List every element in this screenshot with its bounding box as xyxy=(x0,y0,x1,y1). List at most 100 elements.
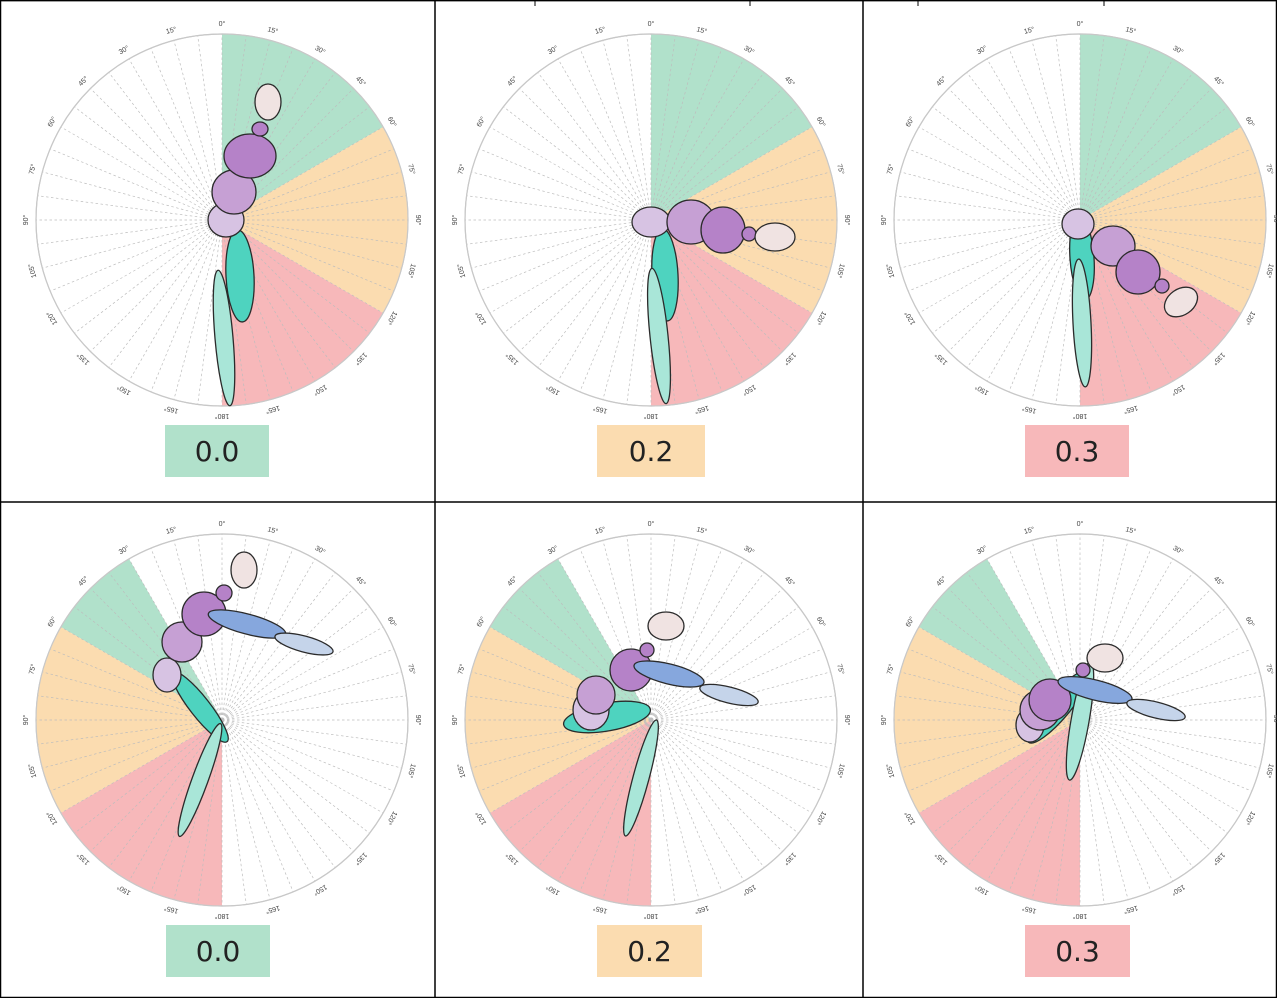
angle-gridline xyxy=(90,719,223,852)
range-sector-green xyxy=(651,34,813,220)
angle-label: 105° xyxy=(835,263,847,279)
angle-gridline xyxy=(197,219,223,405)
angle-label: 60° xyxy=(475,615,487,628)
angle-label: 75° xyxy=(835,663,846,675)
angle-label: 30° xyxy=(1171,544,1184,556)
angle-label: 105° xyxy=(456,763,468,779)
angle-label: 105° xyxy=(1264,763,1276,779)
angle-label: 150° xyxy=(544,383,561,397)
body-shank xyxy=(1071,258,1093,388)
angle-gridline xyxy=(650,58,745,221)
angle-gridline xyxy=(1079,58,1174,221)
angle-gridline xyxy=(650,719,813,814)
angle-gridline xyxy=(1079,48,1152,221)
angle-label: 90° xyxy=(1272,215,1277,226)
angle-gridline xyxy=(50,219,223,292)
angle-gridline xyxy=(1079,719,1265,745)
angle-gridline xyxy=(503,219,652,334)
body-shank xyxy=(646,267,672,405)
angle-gridline xyxy=(221,626,384,721)
angle-gridline xyxy=(908,219,1081,292)
angle-gridline xyxy=(650,719,745,882)
angle-label: 45° xyxy=(935,75,948,88)
angle-gridline xyxy=(650,588,783,721)
angle-gridline xyxy=(221,719,370,834)
angle-label: 45° xyxy=(935,575,948,588)
angle-diagram: 0° 15° 30° 45° 60° 75° 90° 105° 120° 135° 150° 165°… xyxy=(22,520,422,920)
body-head xyxy=(1086,643,1124,673)
angle-label: 30° xyxy=(313,44,326,56)
angle-gridline xyxy=(221,695,407,721)
angle-label: 105° xyxy=(885,763,897,779)
angle-label: 30° xyxy=(546,44,559,56)
angle-label: 120° xyxy=(1243,810,1257,827)
angle-label: 15° xyxy=(594,25,606,36)
angle-gridline xyxy=(150,219,223,392)
angle-gridline xyxy=(221,148,394,221)
angle-gridline xyxy=(221,219,247,405)
angle-label: 15° xyxy=(696,25,708,36)
angle-gridline xyxy=(537,72,652,221)
angle-gridline xyxy=(489,719,652,814)
angle-label: 165° xyxy=(163,404,179,416)
body-pelvis xyxy=(152,657,182,693)
angle-gridline xyxy=(221,588,354,721)
angle-diagram: 0° 15° 30° 45° 60° 75° 90° 105° 120° 135° 150° 165°… xyxy=(880,20,1277,420)
angle-label: 30° xyxy=(313,544,326,556)
angle-label: 105° xyxy=(27,263,39,279)
angle-label: 105° xyxy=(1264,263,1276,279)
angle-label: 45° xyxy=(354,75,367,88)
angle-label: 45° xyxy=(77,575,90,588)
angle-gridline xyxy=(221,535,247,721)
angle-gridline xyxy=(503,106,652,221)
angle-gridline xyxy=(932,719,1081,834)
angle-gridline xyxy=(90,219,223,352)
angle-gridline xyxy=(479,219,652,292)
angle-label: 75° xyxy=(406,663,417,675)
range-sector-red xyxy=(60,720,222,906)
angle-label: 120° xyxy=(45,810,59,827)
angle-label: 165° xyxy=(694,404,710,416)
angle-gridline xyxy=(74,219,223,334)
angle-label: 135° xyxy=(933,351,949,367)
angle-label: 135° xyxy=(353,351,369,367)
body-head xyxy=(230,551,258,589)
body-torso xyxy=(223,133,277,179)
angle-gridline xyxy=(918,219,1081,314)
angle-gridline xyxy=(60,219,223,314)
angle-gridline xyxy=(1079,195,1265,221)
angle-label: 180° xyxy=(1073,912,1088,920)
angle-gridline xyxy=(650,695,836,721)
angle-gridline xyxy=(489,126,652,221)
angle-diagram: 0° 15° 30° 45° 60° 75° 90° 105° 120° 135° 150° 165°… xyxy=(451,520,851,920)
angle-gridline xyxy=(519,219,652,352)
angle-gridline xyxy=(948,719,1081,852)
body-forearm xyxy=(699,683,759,707)
score-badge: 0.2 xyxy=(597,425,705,477)
angle-label: 90° xyxy=(414,215,422,226)
angle-label: 150° xyxy=(1170,383,1187,397)
angle-gridline xyxy=(50,148,223,221)
angle-gridline xyxy=(650,719,823,792)
angle-gridline xyxy=(895,219,1081,245)
panel-standing-orange: 0° 15° 30° 45° 60° 75° 90° 105° 120° 135° 150° 165°… xyxy=(451,20,851,420)
angle-gridline xyxy=(626,535,652,721)
angle-gridline xyxy=(471,171,652,221)
angle-label: 60° xyxy=(904,615,916,628)
angle-gridline xyxy=(60,126,223,221)
angle-label: 15° xyxy=(165,525,177,536)
angle-label: 90° xyxy=(1272,715,1277,726)
angle-gridline xyxy=(519,588,652,721)
range-sector-orange xyxy=(894,627,1080,813)
angle-gridline xyxy=(221,719,384,814)
angle-gridline xyxy=(221,719,294,892)
angle-gridline xyxy=(557,719,652,882)
angle-gridline xyxy=(128,58,223,221)
angle-gridline xyxy=(37,195,223,221)
angle-gridline xyxy=(519,719,652,852)
angle-gridline xyxy=(221,719,247,905)
angle-dial-ring xyxy=(464,533,838,907)
body-neck xyxy=(741,226,757,242)
angle-gridline xyxy=(1079,148,1252,221)
angle-gridline xyxy=(1008,48,1081,221)
